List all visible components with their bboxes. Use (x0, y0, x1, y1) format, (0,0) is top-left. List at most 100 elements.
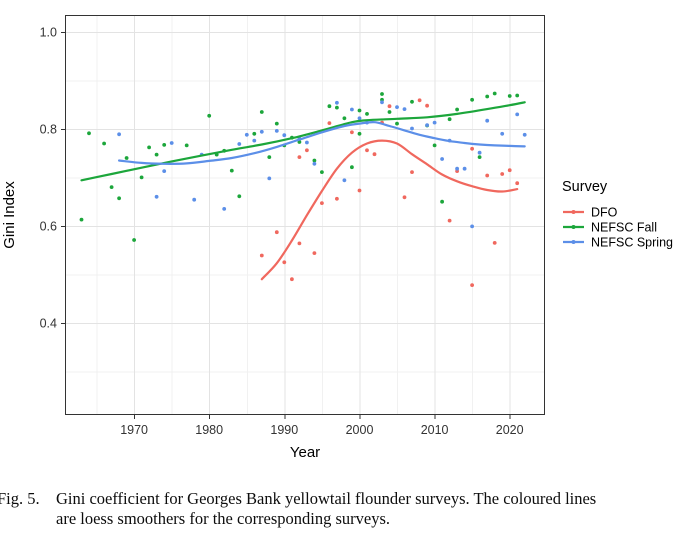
data-point-dfo (485, 173, 490, 178)
legend-key-point (571, 210, 576, 214)
data-point-nefsc-fall (252, 131, 257, 136)
data-point-nefsc-fall (132, 238, 137, 242)
data-point-dfo (320, 201, 324, 206)
data-point-dfo (290, 277, 294, 282)
panel-border (65, 15, 545, 415)
data-point-nefsc-spring (350, 107, 354, 112)
x-tick-label: 1980 (195, 423, 223, 437)
data-point-nefsc-fall (387, 110, 392, 114)
data-point-dfo (470, 146, 474, 151)
data-point-dfo (274, 230, 279, 235)
x-tick-label: 2000 (346, 423, 374, 437)
chart-svg: 0.4 0.6 0.8 1.0 1970 1980 1990 2000 2010 2020 Year… (1, 15, 673, 461)
data-point-nefsc-spring (477, 150, 482, 155)
data-point-dfo (282, 260, 287, 265)
data-point-nefsc-spring (252, 138, 257, 143)
loess-line-nefsc-spring (118, 121, 526, 165)
caption-line-2: are loess smoothers for the correspondin… (56, 509, 391, 528)
data-point-nefsc-fall (117, 196, 121, 201)
x-tick-label: 1970 (120, 423, 148, 437)
x-tick-label: 1990 (270, 423, 298, 437)
data-point-nefsc-fall (162, 143, 167, 147)
figure-label: Fig. 5. (0, 489, 40, 508)
data-point-nefsc-spring (395, 105, 399, 109)
data-point-nefsc-fall (207, 113, 212, 118)
data-point-dfo (387, 104, 392, 109)
data-point-nefsc-spring (274, 129, 279, 133)
data-point-nefsc-spring (259, 129, 264, 134)
data-point-nefsc-spring (462, 166, 467, 171)
loess-line-dfo (260, 139, 519, 281)
data-point-nefsc-fall (357, 131, 362, 136)
data-point-dfo (417, 98, 422, 103)
data-point-nefsc-spring (357, 116, 362, 121)
data-point-nefsc-fall (507, 94, 512, 98)
data-point-nefsc-fall (139, 175, 144, 180)
data-point-nefsc-spring (342, 178, 347, 183)
data-point-nefsc-spring (192, 197, 197, 202)
data-point-nefsc-spring (312, 161, 317, 166)
data-point-nefsc-spring (222, 207, 227, 211)
plot-panel (65, 15, 545, 415)
data-point-nefsc-fall (320, 170, 324, 175)
data-point-dfo (447, 218, 452, 223)
data-point-nefsc-fall (87, 131, 91, 136)
y-tick-label: 0.4 (40, 316, 57, 330)
x-tick-label: 2020 (496, 423, 524, 437)
legend-key-point (571, 225, 576, 229)
data-point-nefsc-fall (470, 97, 474, 102)
data-point-dfo (357, 188, 362, 193)
data-point-nefsc-fall (327, 104, 332, 109)
data-point-dfo (372, 152, 377, 157)
data-point-nefsc-fall (184, 143, 189, 148)
legend-label: DFO (591, 206, 618, 220)
data-point-dfo (297, 241, 302, 246)
data-point-nefsc-spring (117, 132, 121, 137)
data-point-dfo (350, 130, 354, 135)
data-point-nefsc-spring (425, 123, 429, 127)
data-point-nefsc-fall (237, 194, 242, 199)
data-point-nefsc-fall (109, 185, 114, 190)
data-point-nefsc-spring (485, 118, 490, 123)
data-point-nefsc-fall (259, 110, 264, 114)
legend-key-point (571, 240, 576, 244)
data-point-nefsc-fall (440, 199, 444, 204)
data-point-nefsc-spring (169, 141, 174, 145)
data-point-nefsc-spring (244, 132, 249, 137)
data-point-nefsc-fall (432, 143, 437, 148)
data-point-dfo (402, 195, 407, 200)
data-point-nefsc-spring (410, 126, 414, 131)
data-point-dfo (305, 148, 309, 153)
data-point-nefsc-spring (432, 120, 437, 125)
data-point-nefsc-spring (267, 176, 272, 181)
x-axis-title: Year (290, 444, 320, 461)
data-point-nefsc-spring (162, 169, 167, 174)
caption-line-1: Gini coefficient for Georges Bank yellow… (56, 489, 597, 508)
data-point-nefsc-spring (305, 140, 309, 145)
data-point-dfo (410, 170, 414, 175)
data-point-nefsc-spring (154, 194, 159, 199)
figure-caption-text: Gini coefficient for Georges Bank yellow… (56, 489, 694, 529)
data-point-nefsc-spring (282, 133, 287, 138)
data-point-nefsc-fall (312, 158, 317, 163)
data-point-nefsc-spring (402, 107, 407, 111)
data-point-nefsc-spring (380, 100, 384, 105)
data-point-nefsc-spring (440, 157, 444, 161)
y-tick-label: 0.6 (40, 219, 57, 233)
gini-chart: 0.4 0.6 0.8 1.0 1970 1980 1990 2000 2010 2020 Year… (1, 15, 673, 461)
data-point-nefsc-fall (350, 165, 354, 170)
data-point-nefsc-spring (237, 142, 242, 146)
data-point-dfo (507, 168, 512, 173)
data-point-nefsc-spring (455, 166, 459, 171)
data-point-dfo (327, 121, 332, 125)
data-point-nefsc-fall (447, 117, 452, 122)
data-point-nefsc-fall (102, 141, 106, 146)
data-point-nefsc-fall (365, 112, 369, 116)
y-tick-label: 0.8 (40, 122, 57, 136)
data-point-nefsc-spring (515, 112, 520, 117)
legend-label: NEFSC Spring (591, 236, 673, 250)
data-point-dfo (515, 181, 520, 186)
data-point-nefsc-fall (229, 168, 234, 173)
data-point-dfo (470, 283, 474, 287)
data-point-nefsc-spring (470, 224, 474, 229)
